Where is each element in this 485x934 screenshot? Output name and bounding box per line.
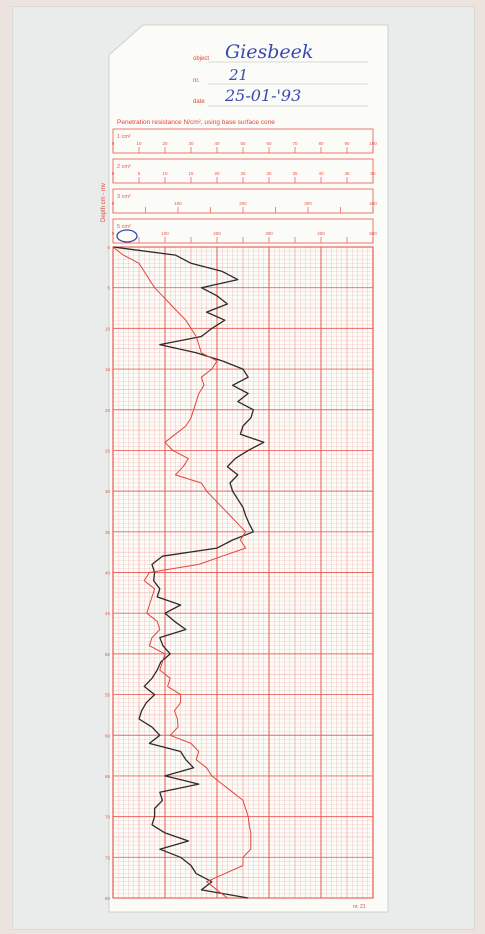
y-tick-label: 25 xyxy=(105,448,111,453)
scale-band-label: 2 cm² xyxy=(117,164,131,170)
y-tick-label: 50 xyxy=(105,652,111,657)
series-line-red xyxy=(112,246,252,899)
scale-tick-label: 0 xyxy=(112,201,115,206)
date-label: date xyxy=(193,99,205,105)
y-tick-label: 75 xyxy=(105,855,111,860)
scale-band-label: 3 cm² xyxy=(117,194,131,200)
series-line-black xyxy=(112,246,265,899)
y-tick-label: 60 xyxy=(105,733,111,738)
y-tick-label: 15 xyxy=(105,367,111,372)
scale-tick-label: 500 xyxy=(369,231,377,236)
scale-tick-label: 400 xyxy=(317,231,325,236)
number-value: 21 xyxy=(228,66,248,84)
scale-tick-label: 100 xyxy=(369,141,377,146)
scale-tick-label: 50 xyxy=(240,141,246,146)
scale-tick-label: 30 xyxy=(266,171,272,176)
scale-tick-label: 0 xyxy=(112,231,115,236)
header-rules xyxy=(208,61,368,107)
scale-tick-label: 60 xyxy=(266,141,272,146)
scale-tick-label: 45 xyxy=(344,171,350,176)
grid-border xyxy=(112,246,374,899)
scale-tick-label: 0 xyxy=(112,171,115,176)
scale-tick-label: 5 xyxy=(138,171,141,176)
scale-tick-label: 10 xyxy=(136,141,142,146)
scale-tick-label: 300 xyxy=(265,231,273,236)
scale-tick-label: 70 xyxy=(292,141,298,146)
y-tick-labels: 0 5 10 15 20 25 30 35 40 45 50 55 60 65 70 75 80 xyxy=(105,245,111,901)
scale-tick-label: 10 xyxy=(162,171,168,176)
scale-band-label: 1 cm² xyxy=(117,134,131,140)
scale-tick-label: 40 xyxy=(214,141,220,146)
scale-tick-label: 200 xyxy=(213,231,221,236)
footer-code: nr. 21 xyxy=(353,904,366,910)
y-tick-label: 55 xyxy=(105,693,111,698)
circled-scale-marker xyxy=(116,229,138,243)
y-tick-label: 45 xyxy=(105,611,111,616)
scale-tick-label: 0 xyxy=(112,141,115,146)
chart-title: Penetration resistance N/cm², using base… xyxy=(117,119,275,126)
y-tick-label: 5 xyxy=(107,286,110,291)
scale-tick-label: 50 xyxy=(370,171,376,176)
y-axis-label: Depth cm - mv xyxy=(101,183,107,222)
paper-strip xyxy=(108,24,389,913)
scale-tick-label: 100 xyxy=(161,231,169,236)
y-tick-label: 40 xyxy=(105,571,111,576)
y-tick-label: 30 xyxy=(105,489,111,494)
scale-tick-label: 400 xyxy=(369,201,377,206)
scale-tick-label: 15 xyxy=(188,171,194,176)
scale-band-label: 5 cm² xyxy=(117,224,131,230)
scale-tick-label: 200 xyxy=(239,201,247,206)
object-label: object xyxy=(193,56,209,62)
scale-tick-label: 40 xyxy=(318,171,324,176)
scale-tick-label: 80 xyxy=(318,141,324,146)
scale-tick-label: 25 xyxy=(240,171,246,176)
object-value: Giesbeek xyxy=(225,41,313,63)
scale-tick-label: 100 xyxy=(174,201,182,206)
scale-tick-label: 90 xyxy=(344,141,350,146)
y-tick-label: 0 xyxy=(107,245,110,250)
scanned-chart-frame: object Giesbeek nr. 21 date 25-01-'93 Pe… xyxy=(12,6,475,930)
date-value: 25-01-'93 xyxy=(224,86,301,105)
y-tick-label: 35 xyxy=(105,530,111,535)
scale-tick-label: 20 xyxy=(162,141,168,146)
penetration-chart: object Giesbeek nr. 21 date 25-01-'93 Pe… xyxy=(101,24,389,913)
y-tick-label: 20 xyxy=(105,408,111,413)
scale-tick-label: 30 xyxy=(188,141,194,146)
chart-grid xyxy=(112,246,374,899)
y-tick-label: 70 xyxy=(105,815,111,820)
chart-series xyxy=(112,246,265,899)
scale-tick-label: 35 xyxy=(292,171,298,176)
y-tick-label: 80 xyxy=(105,896,111,901)
scale-tick-label: 20 xyxy=(214,171,220,176)
y-tick-label: 65 xyxy=(105,774,111,779)
y-tick-label: 10 xyxy=(105,326,111,331)
scale-tick-label: 300 xyxy=(304,201,312,206)
number-label: nr. xyxy=(193,78,200,84)
